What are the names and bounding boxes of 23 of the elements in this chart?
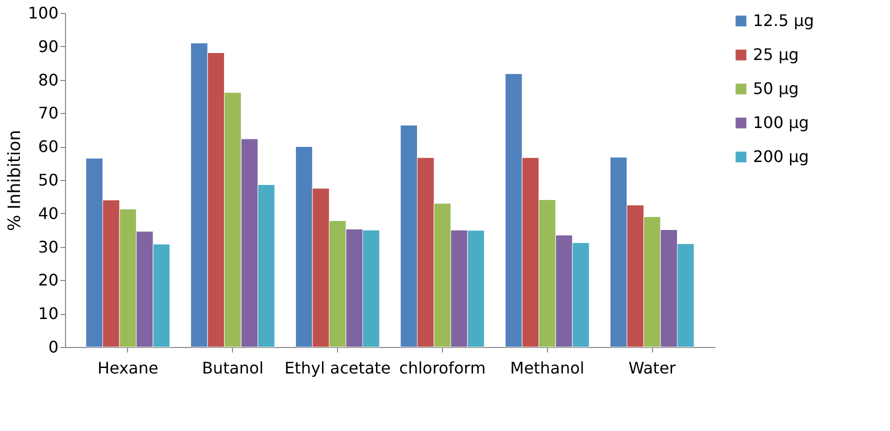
x-tick-label: Ethyl acetate (284, 358, 391, 378)
legend-label: 12.5 µg (753, 11, 814, 30)
legend-label: 25 µg (753, 45, 799, 64)
y-tick-label: 80 (38, 70, 58, 90)
x-tick-label: Methanol (510, 358, 584, 378)
y-tick-label: 60 (38, 137, 58, 156)
y-tick-label: 10 (38, 304, 58, 324)
x-tick-label: Butanol (202, 358, 264, 378)
x-tick-label: Water (628, 358, 676, 378)
x-tick-label: chloroform (399, 358, 486, 378)
y-tick-label: 70 (38, 104, 58, 123)
y-axis-title: % Inhibition (4, 130, 25, 231)
y-tick-label: 0 (48, 338, 58, 356)
y-tick-label: 40 (38, 204, 58, 223)
y-tick-label: 100 (28, 4, 58, 22)
legend-label: 200 µg (753, 147, 809, 166)
y-tick-label: 20 (38, 270, 58, 290)
x-tick-label: Hexane (97, 358, 158, 378)
y-tick-label: 30 (38, 237, 58, 256)
y-tick-label: 50 (38, 170, 58, 190)
legend-label: 100 µg (753, 113, 809, 132)
y-tick-label: 90 (38, 36, 58, 56)
legend-label: 50 µg (753, 79, 799, 98)
